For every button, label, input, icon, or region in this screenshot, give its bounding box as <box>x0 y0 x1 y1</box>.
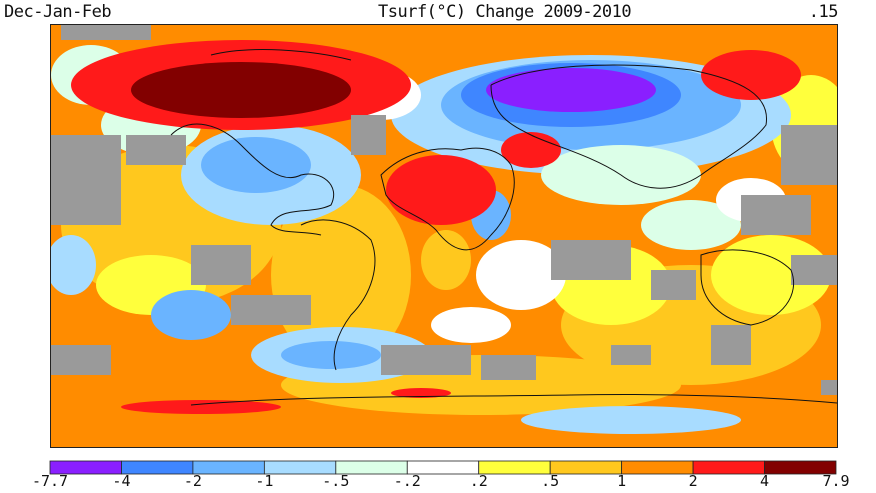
legend-colorbar <box>49 460 837 475</box>
hot-anomaly-regions <box>71 40 801 414</box>
legend-tick-label: -.5 <box>322 472 350 490</box>
legend-tick-label: -7.7 <box>31 472 69 490</box>
temperature-change-map <box>50 24 838 448</box>
legend-tick-label: -.2 <box>393 472 421 490</box>
legend-tick-label: -4 <box>112 472 131 490</box>
legend-tick-label: 7.9 <box>822 472 850 490</box>
coastlines <box>170 49 837 406</box>
global-mean-value: .15 <box>808 2 839 22</box>
map-title: Tsurf(°C) Change 2009-2010 <box>378 2 632 22</box>
cool-anomaly-regions <box>51 45 791 434</box>
legend-tick-label: .5 <box>541 472 560 490</box>
legend-tick-label: -2 <box>183 472 202 490</box>
no-data-regions <box>51 25 837 395</box>
legend-tick-label: 1 <box>617 472 627 490</box>
legend-tick-label: 2 <box>688 472 698 490</box>
legend-tick-label: .2 <box>469 472 488 490</box>
legend-swatch <box>764 460 837 475</box>
legend-tick-label: 4 <box>760 472 770 490</box>
legend-tick-label: -1 <box>255 472 274 490</box>
season-label: Dec-Jan-Feb <box>4 2 112 22</box>
legend-labels: -7.7 -4 -2 -1 -.5 -.2 .2 .5 1 2 4 7.9 <box>0 472 876 492</box>
